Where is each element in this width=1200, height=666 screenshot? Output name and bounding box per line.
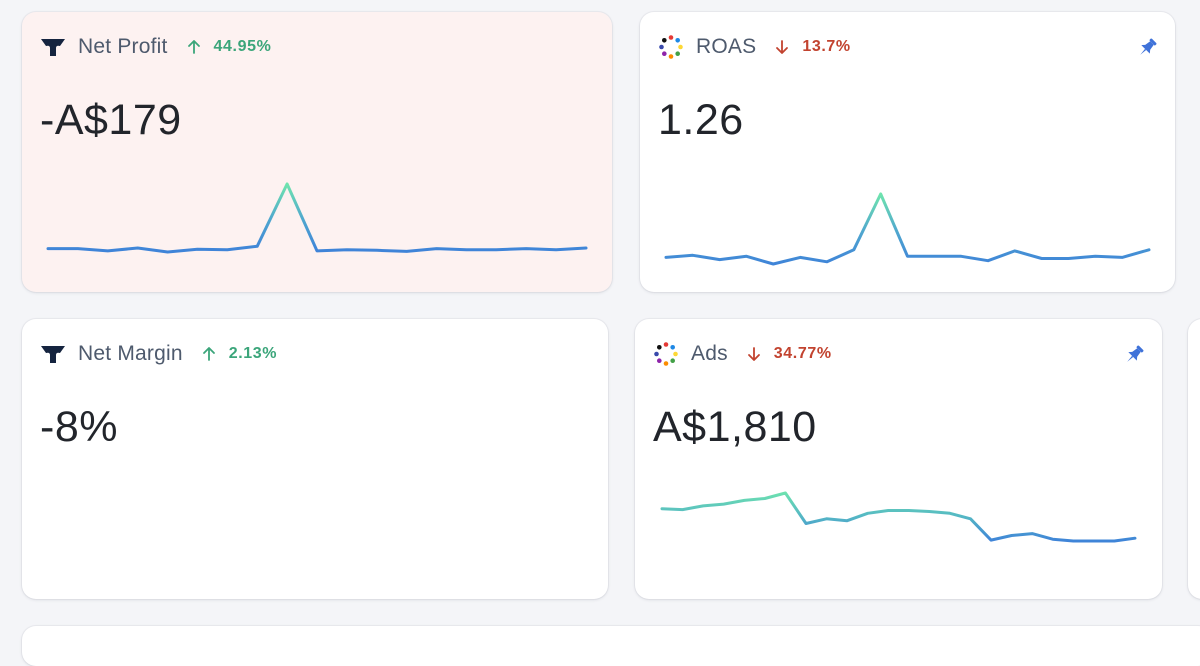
- trend-badge: 44.95%: [186, 38, 272, 56]
- sparkline-line: [664, 192, 1151, 266]
- trend-badge: 2.13%: [201, 345, 277, 363]
- trend-value: 34.77%: [773, 345, 832, 362]
- metric-value: 1.26: [658, 96, 744, 144]
- arrow-up-icon: [187, 40, 200, 54]
- trend-badge: 34.77%: [746, 345, 832, 363]
- sparkline-chart: [660, 491, 1137, 543]
- metric-card-ads[interactable]: Ads 34.77% A$1,810: [635, 319, 1162, 599]
- metric-value: -A$179: [40, 96, 182, 144]
- trend-value: 13.7%: [802, 38, 851, 55]
- pin-icon[interactable]: [1135, 36, 1159, 60]
- metric-card-offscreen[interactable]: [1188, 319, 1200, 599]
- sparkline-chart: [664, 192, 1151, 266]
- trend-badge: 13.7%: [774, 38, 850, 56]
- card-header: ROAS 13.7%: [658, 34, 1157, 60]
- trend-value: 2.13%: [228, 345, 278, 362]
- sparkline-chart: [46, 182, 588, 254]
- pin-icon[interactable]: [1122, 343, 1146, 367]
- card-header: Ads 34.77%: [653, 341, 1144, 367]
- triple-whale-logo-icon: [41, 346, 65, 363]
- arrow-down-icon: [747, 347, 760, 361]
- metric-value: A$1,810: [653, 403, 817, 451]
- metric-title: ROAS: [696, 35, 757, 58]
- metric-card-roas[interactable]: ROAS 13.7% 1.26: [640, 12, 1175, 292]
- card-header: Net Margin 2.13%: [40, 341, 590, 367]
- metric-title: Ads: [691, 342, 728, 365]
- multi-channel-dots-icon: [659, 35, 683, 59]
- arrow-down-icon: [776, 40, 789, 54]
- metric-value: -8%: [40, 403, 118, 451]
- card-header: Net Profit 44.95%: [40, 34, 594, 60]
- metric-title: Net Profit: [78, 35, 168, 58]
- trend-value: 44.95%: [213, 38, 272, 55]
- multi-channel-dots-icon: [654, 342, 678, 366]
- arrow-up-icon: [202, 347, 215, 361]
- triple-whale-logo-icon: [41, 39, 65, 56]
- metric-title: Net Margin: [78, 342, 183, 365]
- metric-card-net-profit[interactable]: Net Profit 44.95% -A$179: [22, 12, 612, 292]
- metric-card-offscreen[interactable]: [22, 626, 1200, 666]
- sparkline-line: [660, 491, 1137, 543]
- sparkline-line: [46, 182, 588, 254]
- metric-card-net-margin[interactable]: Net Margin 2.13% -8%: [22, 319, 608, 599]
